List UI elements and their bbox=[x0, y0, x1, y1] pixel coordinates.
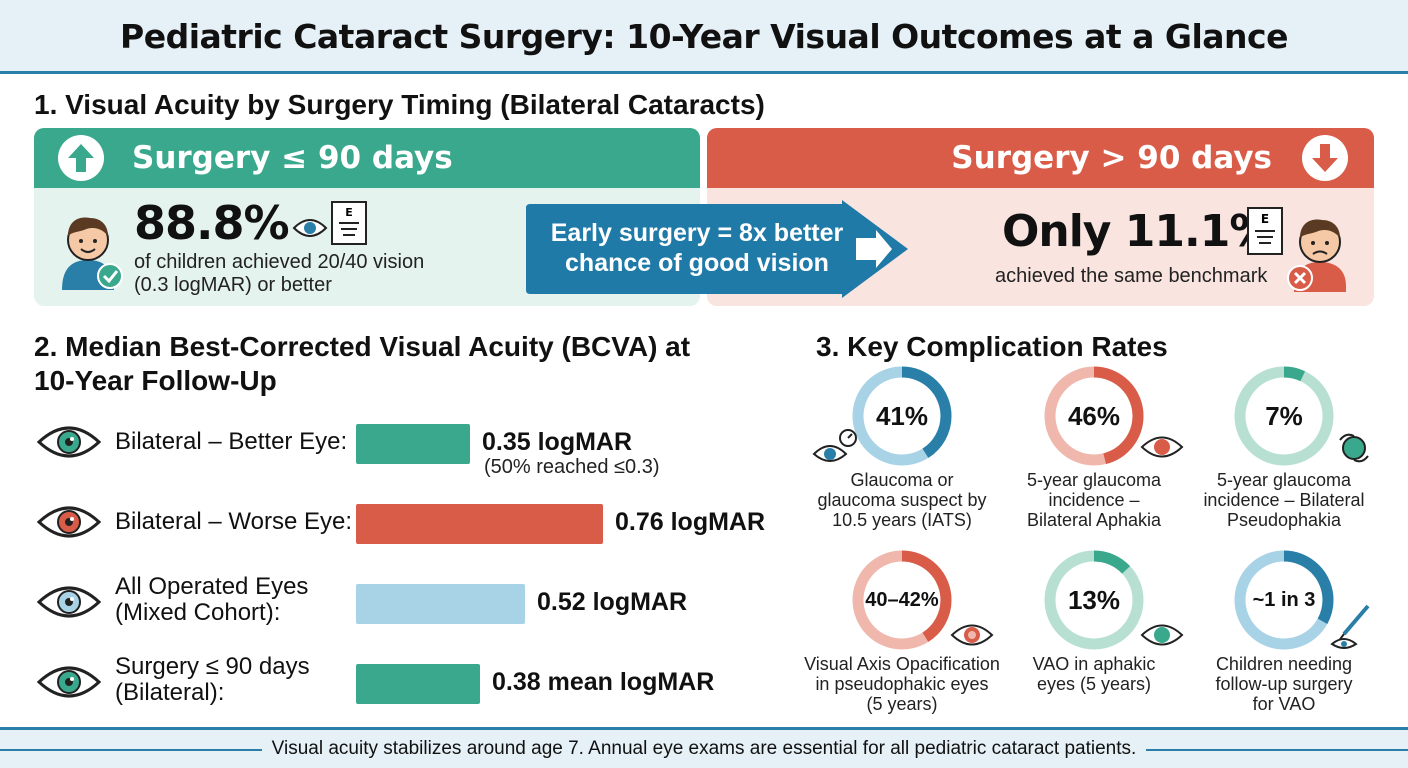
aphakic-eye-icon bbox=[1140, 624, 1184, 646]
complication-ring bbox=[1234, 550, 1334, 650]
ring-percent: 40–42% bbox=[865, 589, 939, 611]
ring-arc bbox=[852, 550, 952, 650]
ring-percent: 7% bbox=[1265, 401, 1303, 431]
late-surgery-desc: achieved the same benchmark bbox=[995, 265, 1268, 287]
complication-ring bbox=[852, 550, 952, 650]
ring-caption: follow-up surgery bbox=[1215, 674, 1353, 694]
opacified-eye-icon bbox=[950, 624, 994, 646]
ring-arc bbox=[1234, 550, 1334, 650]
banner-line-2: chance of good vision bbox=[565, 249, 829, 277]
eye-icon bbox=[36, 426, 102, 458]
page-title: Pediatric Cataract Surgery: 10-Year Visu… bbox=[120, 17, 1288, 56]
complication-ring bbox=[1044, 366, 1144, 466]
ring-caption: 10.5 years (IATS) bbox=[832, 510, 972, 530]
ring-caption: Visual Axis Opacification bbox=[804, 654, 1000, 674]
comparison-banner-text: Early surgery = 8x better chance of good… bbox=[534, 218, 860, 278]
red-eye-icon bbox=[1140, 436, 1184, 458]
ring-percent: 13% bbox=[1067, 585, 1121, 615]
complication-ring bbox=[1044, 550, 1144, 650]
bcva-value: 0.35 logMAR bbox=[482, 428, 633, 456]
ring-caption: in pseudophakic eyes bbox=[815, 674, 989, 694]
header-bar: Pediatric Cataract Surgery: 10-Year Visu… bbox=[0, 0, 1408, 74]
ring-arc bbox=[1044, 550, 1144, 650]
ring-caption: glaucoma suspect by bbox=[817, 490, 987, 510]
ring-arc bbox=[852, 366, 952, 466]
bcva-row-label-2: (Mixed Cohort): bbox=[115, 599, 281, 626]
early-surgery-desc-2: (0.3 logMAR) or better bbox=[134, 274, 332, 296]
bcva-value: 0.38 mean logMAR bbox=[492, 668, 715, 696]
ring-percent: 41% bbox=[875, 401, 929, 431]
late-surgery-label: Surgery > 90 days bbox=[951, 140, 1272, 176]
footer-bar: Visual acuity stabilizes around age 7. A… bbox=[0, 730, 1408, 768]
eye-chart-icon: E bbox=[292, 201, 367, 245]
early-surgery-label: Surgery ≤ 90 days bbox=[132, 140, 453, 176]
bcva-note: (50% reached ≤0.3) bbox=[484, 456, 660, 478]
bcva-value: 0.76 logMAR bbox=[615, 508, 766, 536]
bcva-row-label: Bilateral – Worse Eye: bbox=[115, 508, 352, 535]
eye-icon bbox=[36, 666, 102, 698]
bcva-row-label-2: (Bilateral): bbox=[115, 679, 225, 706]
ring-percent: 46% bbox=[1067, 401, 1121, 431]
surgical-tool-icon bbox=[1330, 604, 1370, 649]
early-surgery-stat: 88.8% bbox=[134, 196, 290, 250]
sad-child-icon bbox=[1287, 219, 1346, 292]
arrow-down-icon bbox=[1302, 135, 1348, 181]
happy-child-icon bbox=[62, 217, 123, 290]
section2-heading-line-1: 2. Median Best-Corrected Visual Acuity (… bbox=[34, 331, 691, 362]
bcva-row-label: All Operated Eyes bbox=[115, 573, 309, 600]
pressure-eye-icon bbox=[812, 429, 857, 462]
eye-icon bbox=[36, 586, 102, 618]
bcva-row-label: Bilateral – Better Eye: bbox=[115, 428, 348, 455]
late-surgery-header: Surgery > 90 days bbox=[707, 128, 1374, 188]
early-surgery-desc-1: of children achieved 20/40 vision bbox=[134, 251, 425, 273]
section1-heading: 1. Visual Acuity by Surgery Timing (Bila… bbox=[34, 89, 765, 120]
ring-caption: Children needing bbox=[1215, 654, 1353, 674]
eye-icon bbox=[36, 506, 102, 538]
bcva-bar bbox=[356, 424, 470, 464]
ring-caption: incidence – bbox=[1048, 490, 1140, 510]
complication-ring bbox=[1234, 366, 1334, 466]
ring-caption: Pseudophakia bbox=[1226, 510, 1342, 530]
ring-caption: (5 years) bbox=[866, 694, 938, 714]
ring-caption: incidence – Bilateral bbox=[1203, 490, 1365, 510]
ring-caption: 5-year glaucoma bbox=[1216, 470, 1352, 490]
ring-caption: for VAO bbox=[1252, 694, 1316, 714]
ring-arc bbox=[1234, 366, 1334, 466]
bcva-bar bbox=[356, 584, 525, 624]
ring-caption: eyes (5 years) bbox=[1036, 674, 1152, 694]
bcva-bar bbox=[356, 664, 480, 704]
early-surgery-header: Surgery ≤ 90 days bbox=[34, 128, 700, 188]
ring-caption: Bilateral Aphakia bbox=[1026, 510, 1162, 530]
arrow-up-icon bbox=[58, 135, 104, 181]
bcva-value: 0.52 logMAR bbox=[537, 588, 688, 616]
section2-heading: 2. Median Best-Corrected Visual Acuity (… bbox=[34, 330, 690, 398]
footer-text-wrap: Visual acuity stabilizes around age 7. A… bbox=[0, 730, 1408, 768]
section2-heading-line-2: 10-Year Follow-Up bbox=[34, 365, 277, 396]
late-surgery-stat: Only 11.1% bbox=[1002, 206, 1273, 257]
svg-text:E: E bbox=[1261, 212, 1269, 226]
section3-heading: 3. Key Complication Rates bbox=[816, 331, 1168, 362]
banner-line-1: Early surgery = 8x better bbox=[550, 219, 844, 247]
eye-chart-icon: E bbox=[1247, 207, 1283, 255]
bcva-row-label: Surgery ≤ 90 days bbox=[115, 653, 310, 680]
ring-percent: ~1 in 3 bbox=[1252, 589, 1316, 611]
ring-caption: VAO in aphakic bbox=[1032, 654, 1156, 674]
bcva-bar bbox=[356, 504, 603, 544]
complication-ring bbox=[852, 366, 952, 466]
footer-note: Visual acuity stabilizes around age 7. A… bbox=[261, 738, 1147, 759]
svg-text:E: E bbox=[345, 206, 353, 219]
lens-icon bbox=[1339, 433, 1369, 463]
footer-top-border bbox=[0, 727, 1408, 730]
ring-caption: 5-year glaucoma bbox=[1026, 470, 1162, 490]
ring-arc bbox=[1044, 366, 1144, 466]
comparison-banner-arrow bbox=[526, 200, 908, 298]
ring-caption: Glaucoma or bbox=[850, 470, 954, 490]
